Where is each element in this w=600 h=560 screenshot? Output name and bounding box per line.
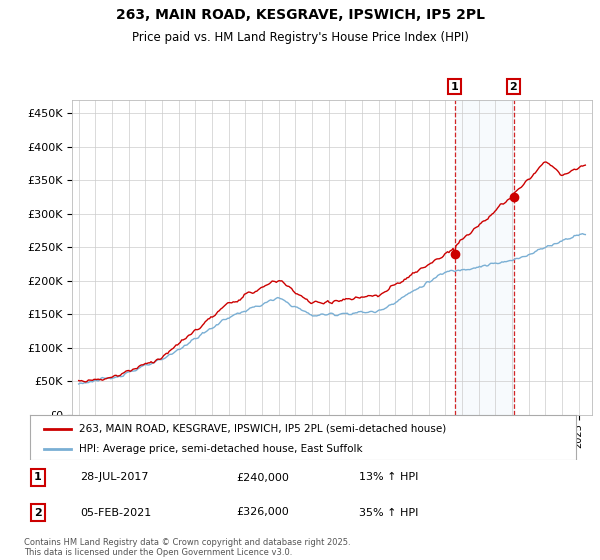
Text: 2: 2 — [509, 82, 517, 92]
Text: £326,000: £326,000 — [236, 507, 289, 517]
Text: Price paid vs. HM Land Registry's House Price Index (HPI): Price paid vs. HM Land Registry's House … — [131, 31, 469, 44]
Text: £240,000: £240,000 — [236, 473, 289, 483]
Text: 1: 1 — [451, 82, 459, 92]
Text: 1: 1 — [34, 473, 42, 483]
Text: Contains HM Land Registry data © Crown copyright and database right 2025.
This d: Contains HM Land Registry data © Crown c… — [24, 538, 350, 557]
Bar — [455, 100, 514, 415]
Text: 05-FEB-2021: 05-FEB-2021 — [80, 507, 151, 517]
Text: 13% ↑ HPI: 13% ↑ HPI — [359, 473, 418, 483]
Text: HPI: Average price, semi-detached house, East Suffolk: HPI: Average price, semi-detached house,… — [79, 444, 363, 454]
Text: 28-JUL-2017: 28-JUL-2017 — [80, 473, 148, 483]
Text: 263, MAIN ROAD, KESGRAVE, IPSWICH, IP5 2PL (semi-detached house): 263, MAIN ROAD, KESGRAVE, IPSWICH, IP5 2… — [79, 423, 446, 433]
Text: 263, MAIN ROAD, KESGRAVE, IPSWICH, IP5 2PL: 263, MAIN ROAD, KESGRAVE, IPSWICH, IP5 2… — [115, 8, 485, 22]
Text: 2: 2 — [34, 507, 42, 517]
Text: 35% ↑ HPI: 35% ↑ HPI — [359, 507, 418, 517]
